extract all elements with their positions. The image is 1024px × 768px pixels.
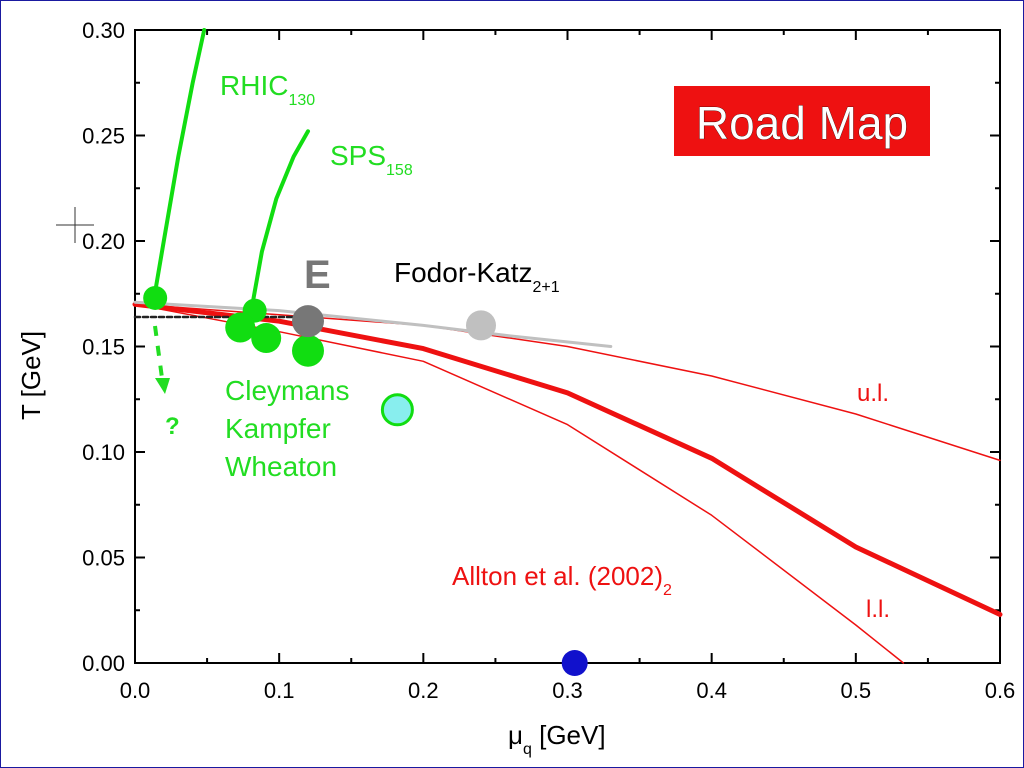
x-tick-label: 0.0 [120, 678, 151, 703]
question-arrow [153, 325, 164, 379]
y-tick-label: 0.20 [82, 229, 125, 254]
question-arrow-head [155, 378, 170, 394]
x-tick-label: 0.3 [552, 678, 583, 703]
cleymans-label-line3: Wheaton [225, 451, 337, 482]
y-tick-label: 0.30 [82, 18, 125, 43]
fodor-katz-label: Fodor-Katz2+1 [394, 257, 560, 296]
fodor-katz-line-line [133, 300, 613, 348]
allton-lower-line [134, 303, 905, 664]
data-points [143, 285, 588, 676]
x-tick-label: 0.5 [841, 678, 872, 703]
sps-label: SPS158 [330, 140, 413, 179]
freezeout-point [292, 334, 324, 367]
lower-limit-label: l.l. [866, 596, 890, 623]
title-box-text: Road Map [696, 97, 908, 149]
fodor-katz-point-point [466, 310, 496, 341]
x-tick-label: 0.1 [264, 678, 295, 703]
allton-label: Allton et al. (2002)2 [452, 561, 672, 599]
endpoint-point [292, 305, 324, 338]
allton-central-line [132, 301, 1003, 617]
y-tick-label: 0.05 [82, 546, 125, 571]
x-tick-label: 0.2 [408, 678, 439, 703]
cleymans-label-line2: Kampfer [225, 413, 331, 444]
x-tick-label: 0.6 [985, 678, 1016, 703]
cleymans-label-line1: Cleymans [225, 375, 349, 406]
freezeout-point [225, 312, 256, 343]
endpoint-label: E [304, 253, 331, 297]
freezeout-point [251, 323, 282, 354]
upper-limit-label: u.l. [857, 380, 889, 407]
freezeout-point [143, 285, 168, 310]
cursor-crosshair [56, 207, 94, 243]
series-lines [132, 28, 1003, 664]
allton-upper-line [134, 303, 1001, 462]
y-tick-label: 0.00 [82, 651, 125, 676]
y-axis-label: T [GeV] [16, 331, 46, 420]
question-mark: ? [165, 413, 180, 440]
axis-ticks: 0.0 0.1 0.2 0.3 0.4 0.5 0.6 0.00 0.05 0.10 0.15 0.2… [82, 18, 1015, 703]
y-tick-label: 0.15 [82, 335, 125, 360]
x-tick-label: 0.4 [696, 678, 727, 703]
y-tick-label: 0.25 [82, 124, 125, 149]
title-box [674, 86, 930, 156]
x-axis-label: μq [GeV] [508, 720, 606, 758]
y-tick-label: 0.10 [82, 440, 125, 465]
cyan-point-point [380, 393, 414, 427]
sps-track-line [251, 129, 310, 303]
rhic-label: RHIC130 [220, 70, 315, 109]
blue-point-point [561, 650, 588, 676]
rhic-track-line [153, 28, 207, 294]
